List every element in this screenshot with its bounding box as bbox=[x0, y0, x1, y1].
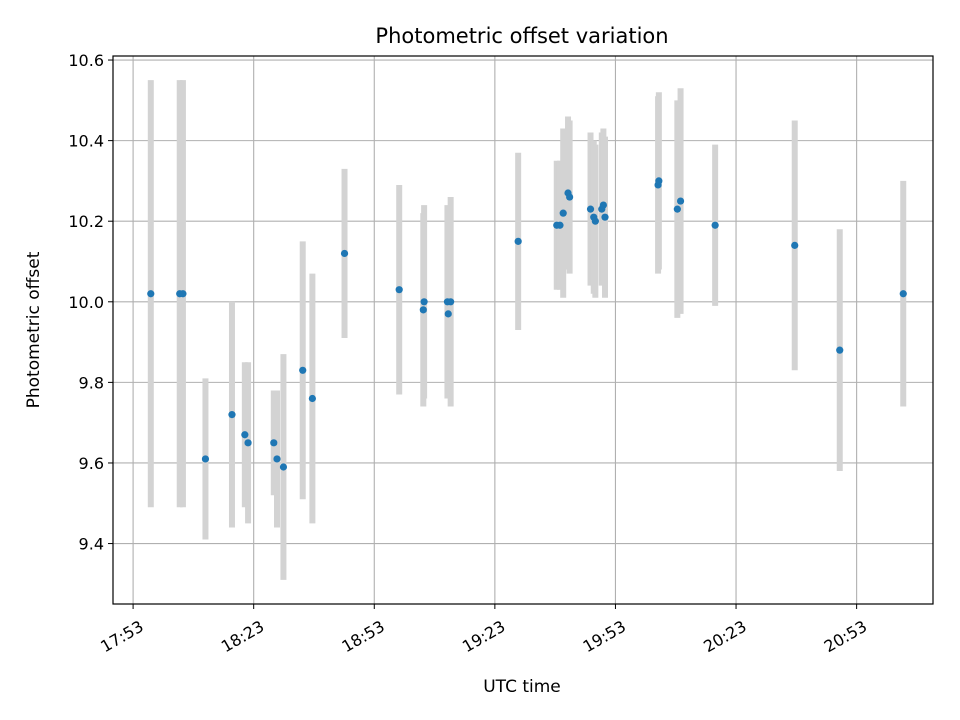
data-point bbox=[556, 221, 564, 229]
data-point bbox=[420, 298, 428, 306]
data-point bbox=[599, 201, 607, 209]
data-point bbox=[447, 298, 455, 306]
data-point bbox=[395, 286, 403, 294]
data-point bbox=[559, 209, 567, 217]
y-tick-label: 10.0 bbox=[68, 293, 104, 312]
data-point bbox=[836, 346, 844, 354]
y-tick-label: 10.6 bbox=[68, 51, 104, 70]
data-point bbox=[791, 241, 799, 249]
data-point bbox=[673, 205, 681, 213]
data-point bbox=[899, 290, 907, 298]
data-point bbox=[711, 221, 719, 229]
y-axis-label: Photometric offset bbox=[24, 251, 44, 408]
data-point bbox=[228, 411, 236, 419]
data-point bbox=[419, 306, 427, 314]
chart-title: Photometric offset variation bbox=[375, 24, 668, 48]
data-point bbox=[244, 439, 252, 447]
y-tick-label: 10.2 bbox=[68, 212, 104, 231]
data-point bbox=[586, 205, 595, 213]
y-tick-label: 10.4 bbox=[68, 132, 104, 151]
data-point bbox=[676, 197, 685, 205]
y-tick-label: 9.6 bbox=[79, 454, 104, 473]
data-point bbox=[201, 455, 210, 463]
point-layer bbox=[147, 177, 907, 471]
data-point bbox=[566, 193, 574, 201]
y-tick-label: 9.8 bbox=[79, 373, 104, 392]
data-point bbox=[601, 213, 609, 221]
data-point bbox=[179, 290, 187, 298]
data-point bbox=[147, 290, 155, 298]
data-point bbox=[241, 431, 249, 439]
data-point bbox=[299, 366, 307, 374]
data-point bbox=[340, 249, 349, 258]
data-point bbox=[308, 394, 316, 403]
data-point bbox=[444, 310, 452, 318]
data-point bbox=[273, 455, 281, 463]
y-tick-label: 9.4 bbox=[79, 535, 104, 554]
data-point bbox=[279, 463, 288, 471]
data-point bbox=[514, 237, 522, 245]
data-point bbox=[591, 217, 599, 225]
data-point bbox=[655, 177, 663, 185]
plot-area-frame bbox=[112, 55, 934, 605]
x-axis-label: UTC time bbox=[483, 677, 561, 697]
data-point bbox=[270, 439, 278, 447]
